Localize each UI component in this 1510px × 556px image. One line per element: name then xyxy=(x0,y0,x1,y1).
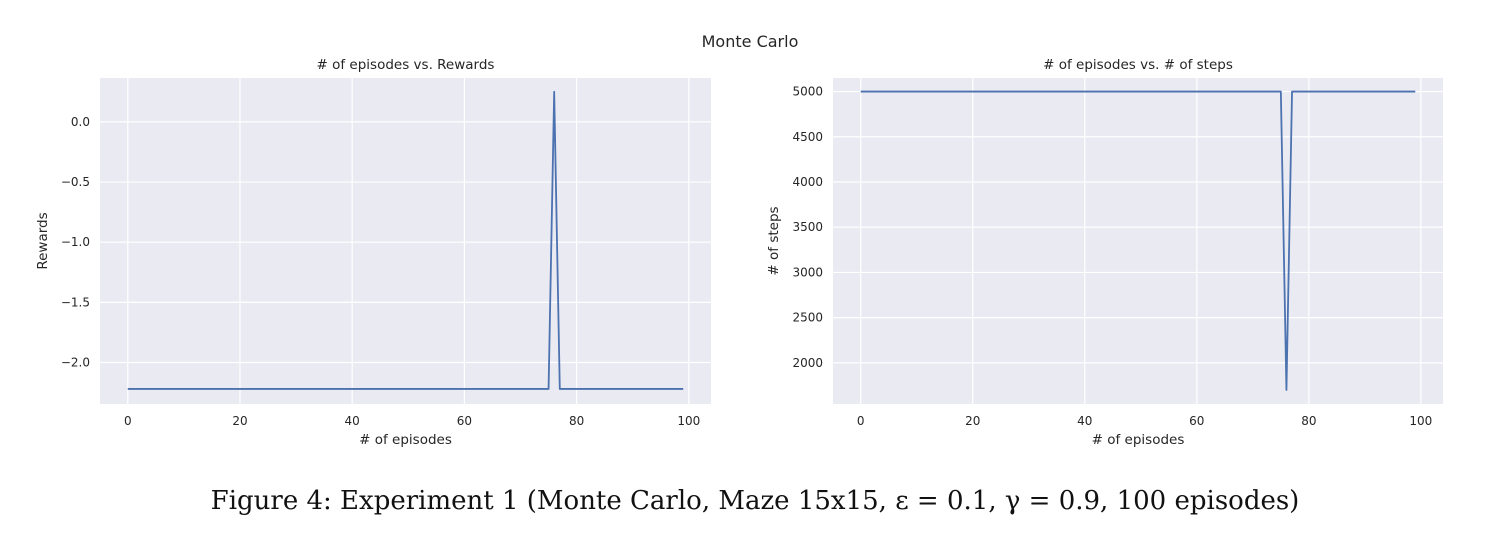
steps-x-tick-label: 100 xyxy=(1409,414,1432,428)
rewards-y-tick-label: −1.0 xyxy=(61,235,90,249)
steps-x-tick-label: 20 xyxy=(965,414,980,428)
steps-y-tick-label: 3000 xyxy=(792,265,823,279)
rewards-y-tick-label: −2.0 xyxy=(61,355,90,369)
rewards-y-tick-label: −1.5 xyxy=(61,295,90,309)
rewards-x-tick-label: 60 xyxy=(457,414,472,428)
steps-plot-area xyxy=(833,78,1443,404)
steps-x-tick-label: 40 xyxy=(1077,414,1092,428)
steps-y-tick-label: 5000 xyxy=(792,85,823,99)
rewards-plot-area xyxy=(100,78,711,404)
steps-y-tick-label: 2000 xyxy=(792,356,823,370)
rewards-y-tick-label: 0.0 xyxy=(71,115,90,129)
steps-x-axis-label: # of episodes xyxy=(1092,432,1185,448)
steps-y-tick-label: 2500 xyxy=(792,311,823,325)
rewards-x-tick-label: 80 xyxy=(569,414,584,428)
steps-x-tick-label: 80 xyxy=(1301,414,1316,428)
steps-y-axis-label: # of steps xyxy=(766,206,782,275)
rewards-x-tick-label: 100 xyxy=(677,414,700,428)
steps-x-tick-label: 0 xyxy=(857,414,865,428)
steps-y-tick-label: 4500 xyxy=(792,130,823,144)
steps-series-line xyxy=(860,90,1416,391)
rewards-x-tick-label: 40 xyxy=(345,414,360,428)
steps-chart: 0 20 40 60 80 100 5000 4500 4000 3500 3000 2500 2000… xyxy=(766,57,1443,448)
rewards-x-tick-label: 0 xyxy=(124,414,132,428)
figure-suptitle: Monte Carlo xyxy=(702,32,799,51)
steps-y-tick-label: 3500 xyxy=(792,220,823,234)
rewards-x-tick-label: 20 xyxy=(232,414,247,428)
steps-chart-title: # of episodes vs. # of steps xyxy=(1043,57,1233,73)
rewards-x-axis-label: # of episodes xyxy=(359,432,452,448)
figure-canvas: Monte Carlo 0 20 40 60 80 100 0.0 −0.5 −1.0 −1.5 −… xyxy=(35,32,1443,448)
rewards-y-axis-label: Rewards xyxy=(35,212,51,269)
rewards-chart-title: # of episodes vs. Rewards xyxy=(317,57,495,73)
rewards-y-tick-label: −0.5 xyxy=(61,175,90,189)
figure-caption: Figure 4: Experiment 1 (Monte Carlo, Maz… xyxy=(210,486,1300,516)
steps-y-tick-label: 4000 xyxy=(792,175,823,189)
steps-x-tick-label: 60 xyxy=(1189,414,1204,428)
rewards-series-line xyxy=(127,90,684,390)
rewards-chart: 0 20 40 60 80 100 0.0 −0.5 −1.0 −1.5 −2.0 # of epi… xyxy=(35,57,711,448)
